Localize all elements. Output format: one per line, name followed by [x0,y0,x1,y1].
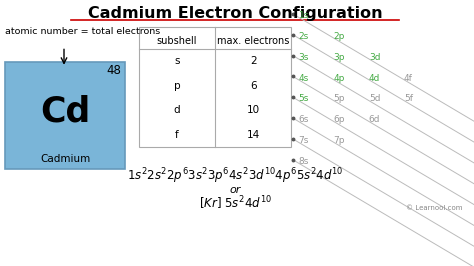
Text: f: f [175,130,179,140]
Text: 10: 10 [247,105,260,115]
Text: 5p: 5p [334,94,345,103]
Text: Cadmium Electron Configuration: Cadmium Electron Configuration [88,6,383,21]
Text: 3s: 3s [299,53,309,62]
Text: 4f: 4f [404,74,413,83]
Text: 6p: 6p [334,115,345,124]
Text: 5s: 5s [299,94,309,103]
Text: 2s: 2s [299,32,309,41]
Text: 48: 48 [106,64,121,77]
Text: $[Kr]\ 5s^24d^{10}$: $[Kr]\ 5s^24d^{10}$ [199,194,272,212]
Text: 4d: 4d [369,74,380,83]
FancyBboxPatch shape [139,27,292,147]
Text: 8s: 8s [299,157,309,166]
Text: 6s: 6s [299,115,309,124]
Text: subshell: subshell [157,36,197,46]
Text: p: p [174,81,181,91]
FancyBboxPatch shape [5,62,125,169]
Text: 14: 14 [246,130,260,140]
Text: 7s: 7s [299,136,309,145]
Text: © Learnool.com: © Learnool.com [406,205,463,211]
Text: 2: 2 [250,56,256,66]
Text: 5f: 5f [404,94,413,103]
Text: 1s: 1s [299,11,309,20]
Text: max. electrons: max. electrons [217,36,290,46]
Text: 6: 6 [250,81,256,91]
Text: 4s: 4s [299,74,309,83]
Text: 5d: 5d [369,94,380,103]
Text: 6d: 6d [369,115,380,124]
Text: s: s [174,56,180,66]
Text: 7p: 7p [334,136,345,145]
Text: or: or [229,185,241,196]
Text: 2p: 2p [334,32,345,41]
Text: 4p: 4p [334,74,345,83]
Text: d: d [174,105,181,115]
Text: atomic number = total electrons: atomic number = total electrons [5,27,161,36]
Text: 3p: 3p [334,53,345,62]
Text: Cadmium: Cadmium [40,154,91,164]
Text: Cd: Cd [40,94,91,128]
Text: $1s^22s^22p^63s^23p^64s^23d^{10}4p^65s^24d^{10}$: $1s^22s^22p^63s^23p^64s^23d^{10}4p^65s^2… [127,166,344,186]
Text: 3d: 3d [369,53,380,62]
